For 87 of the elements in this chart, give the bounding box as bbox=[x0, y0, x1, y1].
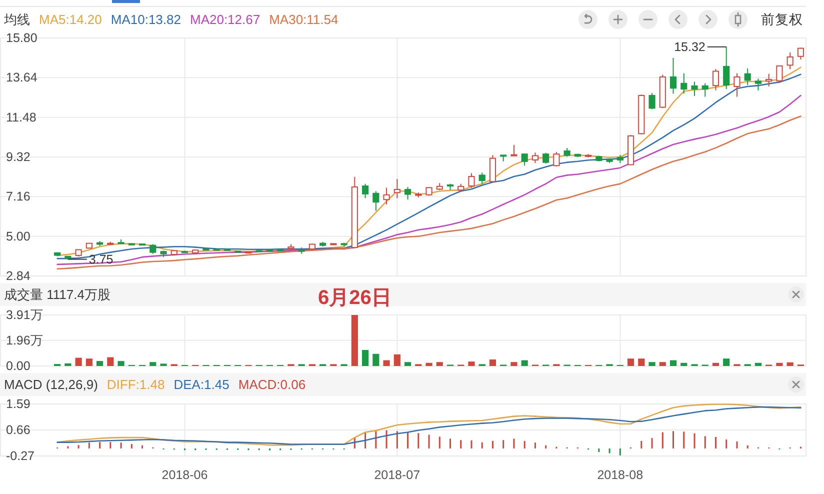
bar bbox=[754, 362, 762, 366]
candlestick bbox=[786, 52, 794, 70]
candlestick bbox=[150, 244, 156, 254]
bar bbox=[659, 362, 666, 366]
bar bbox=[468, 362, 475, 366]
bar bbox=[394, 354, 400, 366]
text: MA20:12.67 bbox=[190, 12, 260, 27]
annotation: 15.32 bbox=[674, 40, 706, 54]
candlestick bbox=[372, 190, 380, 212]
candlestick bbox=[744, 68, 751, 86]
candlestick bbox=[489, 154, 496, 183]
candlestick bbox=[797, 47, 804, 60]
bar bbox=[107, 357, 114, 366]
text: 前复权 bbox=[761, 12, 803, 27]
bar bbox=[638, 358, 645, 366]
candlestick bbox=[691, 81, 698, 97]
bar bbox=[426, 362, 432, 366]
text: DEA:1.45 bbox=[174, 377, 230, 392]
bar bbox=[776, 362, 783, 366]
candlestick bbox=[542, 152, 550, 164]
bar bbox=[712, 362, 720, 366]
bar bbox=[96, 361, 104, 366]
text: MA30:11.54 bbox=[269, 12, 338, 27]
bar bbox=[510, 362, 518, 366]
y-tick-label: 5.00 bbox=[6, 229, 30, 244]
y-tick-label: 0.00 bbox=[6, 359, 30, 373]
candlestick bbox=[670, 57, 677, 94]
candlestick bbox=[754, 78, 762, 91]
bar bbox=[64, 363, 72, 366]
candlestick bbox=[776, 65, 783, 84]
y-tick-label: 7.16 bbox=[6, 190, 30, 204]
candlestick bbox=[383, 187, 390, 205]
bar bbox=[383, 360, 390, 366]
bar bbox=[372, 354, 380, 366]
candlestick bbox=[468, 172, 475, 188]
y-tick-label: -0.27 bbox=[6, 449, 35, 463]
chart-title: 均线 bbox=[3, 12, 30, 27]
candlestick bbox=[553, 151, 560, 168]
bar bbox=[75, 358, 82, 366]
candlestick bbox=[532, 152, 538, 164]
text: DIFF:1.48 bbox=[106, 377, 165, 392]
x-tick-label: 2018-07 bbox=[374, 468, 420, 482]
candlestick bbox=[680, 72, 688, 94]
candlestick bbox=[648, 92, 656, 110]
bar bbox=[86, 358, 92, 366]
bar bbox=[786, 362, 794, 366]
bar bbox=[648, 362, 656, 366]
candlestick bbox=[404, 186, 412, 200]
bar bbox=[351, 315, 358, 366]
bar bbox=[362, 350, 369, 366]
y-tick-label: 1.59 bbox=[6, 397, 30, 411]
bar bbox=[118, 361, 124, 366]
x-tick-label: 2018-08 bbox=[597, 468, 644, 482]
bar bbox=[670, 360, 677, 366]
y-tick-label: 9.32 bbox=[6, 150, 30, 164]
y-tick-label: 15.80 bbox=[6, 31, 38, 45]
y-tick-label: 11.48 bbox=[6, 110, 36, 124]
y-tick-label: 0.66 bbox=[6, 423, 30, 437]
bar bbox=[436, 362, 443, 366]
chart-title: MACD (12,26,9) bbox=[4, 377, 98, 392]
y-tick-label: 2.84 bbox=[6, 269, 30, 283]
bar bbox=[521, 360, 528, 366]
bar bbox=[680, 362, 688, 366]
candlestick bbox=[723, 46, 730, 90]
text: MACD:0.06 bbox=[238, 377, 306, 392]
candlestick bbox=[734, 72, 740, 98]
candlestick bbox=[510, 144, 518, 156]
candlestick bbox=[702, 82, 708, 98]
candlestick bbox=[478, 172, 486, 184]
text: MA10:13.82 bbox=[110, 12, 181, 27]
candlestick bbox=[394, 178, 400, 199]
y-tick-label: 1.96万 bbox=[6, 333, 44, 348]
annotation: 6月26日 bbox=[318, 287, 392, 309]
candlestick bbox=[712, 68, 720, 91]
bar bbox=[150, 362, 156, 366]
bar bbox=[489, 359, 496, 366]
bar bbox=[723, 358, 730, 366]
candlestick bbox=[521, 153, 528, 166]
candlestick bbox=[362, 183, 369, 199]
y-tick-label: 13.64 bbox=[6, 70, 38, 85]
y-tick-label: 3.91万 bbox=[6, 308, 44, 322]
bar bbox=[627, 358, 634, 366]
bar bbox=[404, 362, 412, 366]
candlestick bbox=[766, 73, 772, 87]
x-tick-label: 2018-06 bbox=[162, 468, 208, 482]
chart-title: 成交量 1117.4万股 bbox=[4, 287, 110, 302]
text: MA5:14.20 bbox=[39, 12, 102, 27]
